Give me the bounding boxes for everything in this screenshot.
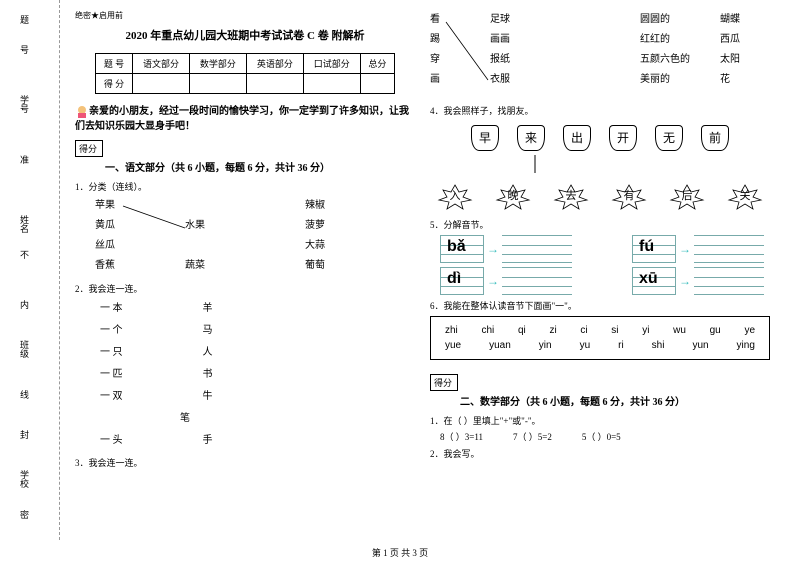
star-box: 入 (435, 184, 475, 210)
th: 数学部分 (189, 54, 246, 74)
score-box: 得分 (430, 374, 458, 391)
star-box: 有 (609, 184, 649, 210)
star-box: 关 (725, 184, 765, 210)
char-row-top: 早 来 出 开 无 前 (430, 125, 770, 151)
binding-label: 封 (18, 430, 31, 439)
question-label: 2．我会写。 (430, 447, 770, 460)
arrow-icon: → (679, 274, 691, 289)
question-label: 1．分类（连线）。 (75, 180, 415, 193)
char-row-bottom: 入 晚 去 有 后 关 (430, 184, 770, 210)
question-label: 6．我能在整体认读音节下面画"一"。 (430, 299, 770, 312)
binding-label: 不 (18, 250, 31, 259)
page-footer: 第 1 页 共 3 页 (0, 546, 800, 559)
intro-text: 亲爱的小朋友，经过一段时间的愉快学习，你一定学到了许多知识，让我们去知识乐园大显… (75, 104, 415, 134)
question-label: 2．我会连一连。 (75, 282, 415, 295)
binding-label: 班级 (18, 340, 31, 358)
binding-label: 号 (18, 45, 31, 54)
binding-label: 密 (18, 510, 31, 519)
arrow-icon: → (679, 242, 691, 257)
question-label: 3．我会连一连。 (75, 456, 415, 469)
binding-label: 内 (18, 300, 31, 309)
score-box: 得分 (75, 140, 103, 157)
binding-label: 学校 (18, 470, 31, 488)
star-box: 去 (551, 184, 591, 210)
th: 题 号 (96, 54, 133, 74)
cartoon-icon (75, 105, 89, 119)
star-box: 晚 (493, 184, 533, 210)
th: 语文部分 (133, 54, 190, 74)
binding-label: 准 (18, 155, 31, 164)
binding-label: 姓名 (18, 215, 31, 233)
arrow-icon: → (487, 274, 499, 289)
question-label: 5．分解音节。 (430, 218, 770, 231)
arrow-icon: → (487, 242, 499, 257)
table-row: 题 号 语文部分 数学部分 英语部分 口试部分 总分 (96, 54, 395, 74)
syllable-box: zhichiqizicisiyiwuguye yueyuanyinyurishi… (430, 316, 770, 360)
match-block-2: 一 本羊 一 个马 一 只人 一 匹书 一 双牛 笔 一 头手 (100, 298, 415, 452)
header-tag: 绝密★启用前 (75, 10, 415, 21)
section-title: 二、数学部分（共 6 小题，每题 6 分，共计 36 分） (460, 393, 770, 408)
star-box: 后 (667, 184, 707, 210)
binding-label: 学号 (18, 95, 31, 113)
binding-label: 线 (18, 390, 31, 399)
right-column: 看 踢 穿 画 足球 画画 报纸 衣服 圆圆的 红红的 五颜六色的 美丽的 蝴蝶… (430, 10, 770, 463)
question-label: 1．在（ ）里填上"+"或"-"。 (430, 414, 770, 427)
pinyin-row: dì→ xū→ (440, 267, 770, 295)
binding-label: 题 (18, 15, 31, 24)
exam-title: 2020 年重点幼儿园大班期中考试试卷 C 卷 附解析 (75, 27, 415, 43)
match-block-3: 看 踢 穿 画 足球 画画 报纸 衣服 圆圆的 红红的 五颜六色的 美丽的 蝴蝶… (430, 10, 770, 100)
th: 英语部分 (246, 54, 303, 74)
td: 得 分 (96, 74, 133, 94)
match-block-1: 苹果 黄瓜 丝瓜 香蕉 水果 蔬菜 辣椒 菠萝 大蒜 葡萄 (95, 196, 415, 278)
th: 口试部分 (303, 54, 360, 74)
score-table: 题 号 语文部分 数学部分 英语部分 口试部分 总分 得 分 (95, 53, 395, 94)
question-label: 4．我会照样子，找朋友。 (430, 104, 770, 117)
th: 总分 (360, 54, 394, 74)
pinyin-row: bǎ→ fú→ (440, 235, 770, 263)
table-row: 得 分 (96, 74, 395, 94)
binding-margin: 题号学号准姓名不内班级线封学校密 (0, 0, 60, 540)
math-items: 8（ ）3=11 7（ ）5=2 5（ ）0=5 (440, 430, 770, 443)
left-column: 绝密★启用前 2020 年重点幼儿园大班期中考试试卷 C 卷 附解析 题 号 语… (75, 10, 415, 472)
